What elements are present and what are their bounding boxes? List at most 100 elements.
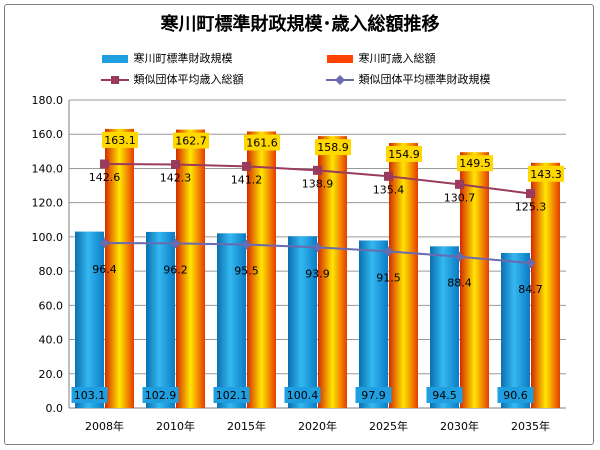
point-similar-revenue: [384, 171, 393, 181]
point-similar-revenue: [526, 189, 535, 199]
legend-label-similar-scale: 類似団体平均標準財政規模: [358, 73, 491, 86]
label-box-standard-scale: [142, 387, 179, 403]
data-label-standard-scale: 103.1: [74, 389, 106, 402]
point-similar-scale: [241, 239, 252, 250]
legend-label-standard-scale: 寒川町標準財政規模: [133, 52, 233, 65]
data-label-revenue: 143.3: [530, 168, 562, 181]
legend-swatch-revenue: [327, 55, 353, 63]
label-box-revenue: [457, 155, 493, 172]
data-label-similar-scale: 96.4: [92, 263, 117, 276]
legend-label-revenue: 寒川町歳入総額: [358, 52, 436, 65]
legend: 寒川町標準財政規模 寒川町歳入総額 類似団体平均歳入総額 類似団体平均標準財政規…: [0, 0, 600, 100]
data-label-similar-revenue: 141.2: [231, 173, 263, 186]
legend-item-standard-scale: 寒川町標準財政規模: [100, 50, 233, 66]
label-box-revenue: [173, 132, 209, 149]
label-box-revenue: [244, 134, 280, 151]
legend-swatch-standard-scale: [102, 55, 128, 63]
legend-item-similar-scale: 類似団体平均標準財政規模: [325, 71, 491, 87]
data-labels: 103.1 163.1 142.6 96.4 102.9 162.7 142.3 96.2 10…: [71, 131, 564, 403]
bar-standard-scale: [217, 233, 246, 408]
data-label-revenue: 149.5: [459, 157, 491, 170]
legend-label-similar-revenue: 類似団体平均歳入総額: [133, 73, 244, 86]
bar-standard-scale: [146, 231, 175, 408]
bar-revenue: [531, 162, 560, 408]
legend-item-revenue: 寒川町歳入総額: [325, 50, 436, 66]
point-similar-revenue: [242, 161, 251, 171]
y-tick-label: 20.0: [39, 368, 64, 381]
data-label-revenue: 162.7: [175, 135, 207, 148]
label-box-revenue: [528, 165, 564, 182]
label-box-revenue: [315, 139, 351, 156]
chart-title: 寒川町標準財政規模･歳入総額推移: [160, 14, 440, 35]
point-similar-scale: [170, 238, 181, 249]
label-box-standard-scale: [497, 387, 534, 403]
data-label-revenue: 161.6: [246, 136, 278, 149]
bar-revenue: [247, 131, 276, 409]
legend-swatch-similar-revenue: [101, 76, 129, 84]
data-label-similar-scale: 96.2: [163, 263, 188, 276]
bar-revenue: [105, 128, 134, 408]
data-label-similar-revenue: 135.4: [373, 183, 405, 196]
bar-standard-scale: [75, 231, 104, 408]
data-label-similar-revenue: 130.7: [444, 191, 476, 204]
data-label-similar-revenue: 142.3: [160, 172, 192, 185]
data-label-similar-scale: 95.5: [234, 265, 259, 278]
point-similar-scale: [525, 258, 536, 269]
label-box-revenue: [386, 145, 422, 162]
data-label-standard-scale: 90.6: [503, 389, 528, 402]
point-similar-revenue: [171, 160, 180, 170]
point-similar-revenue: [455, 179, 464, 189]
legend-item-similar-revenue: 類似団体平均歳入総額: [100, 71, 244, 87]
x-tick-label: 2035年: [511, 419, 550, 433]
y-tick-label: 40.0: [39, 334, 64, 347]
x-tick-label: 2025年: [369, 419, 408, 433]
bar-revenue: [460, 152, 489, 408]
data-label-standard-scale: 100.4: [287, 389, 319, 402]
bar-standard-scale: [359, 240, 388, 408]
legend-swatch-similar-scale: [326, 75, 354, 85]
bar-standard-scale: [430, 246, 459, 408]
x-axis: 2008年 2010年 2015年 2020年 2025年 2030年 2035年: [69, 407, 566, 433]
label-box-standard-scale: [71, 387, 108, 403]
data-label-similar-revenue: 125.3: [515, 201, 547, 214]
y-tick-label: 100.0: [32, 231, 64, 244]
x-tick-label: 2010年: [156, 419, 195, 433]
data-label-similar-scale: 91.5: [376, 271, 401, 284]
label-box-standard-scale: [213, 387, 250, 403]
x-tick-label: 2030年: [440, 419, 479, 433]
data-label-similar-scale: 88.4: [447, 277, 472, 290]
y-tick-label: 60.0: [39, 299, 64, 312]
y-tick-label: 180.0: [32, 94, 64, 107]
point-similar-scale: [454, 251, 465, 262]
label-box-revenue: [102, 131, 138, 148]
label-box-standard-scale: [426, 387, 463, 403]
point-similar-revenue: [100, 159, 109, 169]
point-similar-scale: [99, 238, 110, 249]
y-tick-label: 80.0: [39, 265, 64, 278]
data-label-standard-scale: 97.9: [361, 389, 386, 402]
data-label-standard-scale: 94.5: [432, 389, 457, 402]
data-label-revenue: 158.9: [317, 141, 349, 154]
bar-revenue: [176, 129, 205, 408]
data-label-similar-revenue: 142.6: [89, 171, 121, 184]
data-label-standard-scale: 102.9: [145, 389, 177, 402]
x-tick-label: 2015年: [227, 419, 266, 433]
bars: [75, 128, 560, 409]
x-tick-label: 2020年: [298, 419, 337, 433]
lines: [99, 159, 536, 269]
y-tick-label: 160.0: [32, 128, 64, 141]
label-box-standard-scale: [355, 387, 392, 403]
y-tick-label: 120.0: [32, 197, 64, 210]
data-label-revenue: 163.1: [104, 134, 136, 147]
label-box-standard-scale: [284, 387, 321, 403]
x-tick-label: 2008年: [85, 419, 124, 433]
y-axis: 0.0 20.0 40.0 60.0 80.0 100.0 120.0 140.0 160.0 1…: [32, 94, 70, 415]
y-tick-label: 140.0: [32, 162, 64, 175]
bar-standard-scale: [501, 252, 530, 408]
point-similar-scale: [312, 242, 323, 253]
data-label-revenue: 154.9: [388, 148, 420, 161]
y-tick-label: 0.0: [46, 402, 64, 415]
point-similar-scale: [383, 246, 394, 257]
bar-revenue: [389, 142, 418, 408]
